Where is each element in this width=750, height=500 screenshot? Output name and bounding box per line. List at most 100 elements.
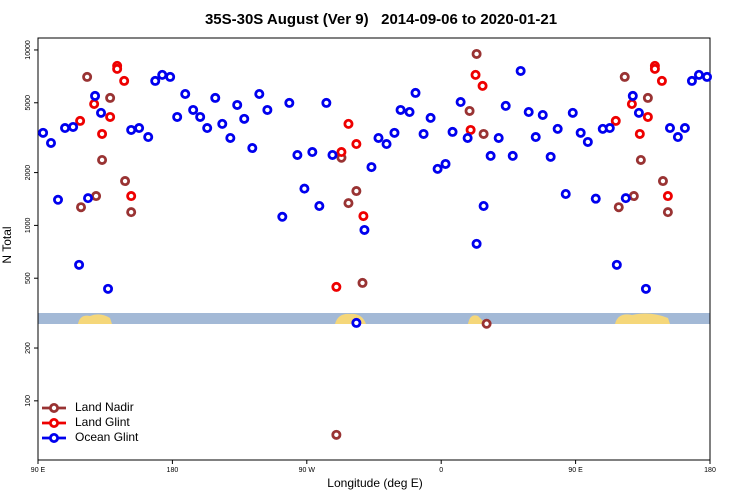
- point: [477, 80, 488, 91]
- point: [634, 128, 645, 139]
- point: [567, 107, 578, 118]
- point: [575, 127, 586, 138]
- point: [217, 118, 228, 129]
- point: [103, 283, 114, 294]
- point: [331, 281, 342, 292]
- point: [343, 118, 354, 129]
- point: [358, 211, 369, 222]
- point: [327, 149, 338, 160]
- point: [425, 112, 436, 123]
- point: [493, 132, 504, 143]
- point: [613, 202, 624, 213]
- point: [657, 176, 668, 187]
- point: [523, 106, 534, 117]
- y-tick-label: 10000: [25, 40, 32, 60]
- point: [76, 202, 87, 213]
- point: [478, 200, 489, 211]
- x-tick-label: 90 E: [31, 467, 46, 474]
- point: [626, 99, 637, 110]
- point: [662, 191, 673, 202]
- point: [359, 224, 370, 235]
- point: [642, 92, 653, 103]
- point: [210, 92, 221, 103]
- legend-marker: [49, 417, 60, 428]
- point: [277, 211, 288, 222]
- point: [45, 137, 56, 148]
- point: [96, 107, 107, 118]
- point: [143, 132, 154, 143]
- y-tick-label: 200: [25, 342, 32, 354]
- x-axis-label: Longitude (deg E): [327, 476, 422, 490]
- y-tick-label: 5000: [25, 95, 32, 111]
- point: [627, 90, 638, 101]
- point: [693, 69, 704, 80]
- point: [633, 107, 644, 118]
- x-tick-label: 180: [704, 467, 716, 474]
- point: [68, 121, 79, 132]
- point: [74, 259, 85, 270]
- point: [560, 188, 571, 199]
- legend-marker: [49, 402, 60, 413]
- point: [582, 136, 593, 147]
- point: [530, 132, 541, 143]
- point: [640, 283, 651, 294]
- point: [157, 69, 168, 80]
- y-tick-label: 500: [25, 272, 32, 284]
- point: [188, 104, 199, 115]
- point: [662, 207, 673, 218]
- point: [507, 150, 518, 161]
- y-axis-label: N Total: [0, 226, 14, 263]
- point: [642, 111, 653, 122]
- point: [604, 123, 615, 134]
- point: [395, 104, 406, 115]
- point: [686, 75, 697, 86]
- point: [225, 132, 236, 143]
- point: [366, 162, 377, 173]
- point: [331, 429, 342, 440]
- point: [357, 277, 368, 288]
- point: [464, 105, 475, 116]
- point: [97, 128, 108, 139]
- point: [664, 123, 675, 134]
- point: [351, 186, 362, 197]
- plot-frame: [37, 37, 711, 461]
- point: [481, 318, 492, 329]
- point: [195, 111, 206, 122]
- point: [299, 183, 310, 194]
- y-tick-label: 1000: [25, 218, 32, 234]
- point: [89, 99, 100, 110]
- point: [82, 71, 93, 82]
- point: [239, 113, 250, 124]
- point: [165, 71, 176, 82]
- point: [126, 207, 137, 218]
- point: [620, 193, 631, 204]
- point: [172, 111, 183, 122]
- point: [649, 63, 660, 74]
- point: [97, 154, 108, 165]
- point: [611, 259, 622, 270]
- point: [455, 97, 466, 108]
- point: [410, 87, 421, 98]
- point: [75, 115, 86, 126]
- legend-label: Land Glint: [75, 415, 130, 429]
- x-tick-label: 90 W: [299, 467, 316, 474]
- point: [150, 75, 161, 86]
- point: [552, 123, 563, 134]
- point: [373, 132, 384, 143]
- point: [336, 147, 347, 158]
- point: [351, 139, 362, 150]
- map-strip: [38, 313, 710, 324]
- point: [537, 109, 548, 120]
- point: [180, 89, 191, 100]
- point: [628, 191, 639, 202]
- point: [307, 147, 318, 158]
- point: [462, 132, 473, 143]
- point: [418, 128, 429, 139]
- point: [635, 154, 646, 165]
- point: [91, 191, 102, 202]
- point: [404, 106, 415, 117]
- legend-marker: [49, 432, 60, 443]
- point: [478, 128, 489, 139]
- point: [432, 163, 443, 174]
- point: [119, 75, 130, 86]
